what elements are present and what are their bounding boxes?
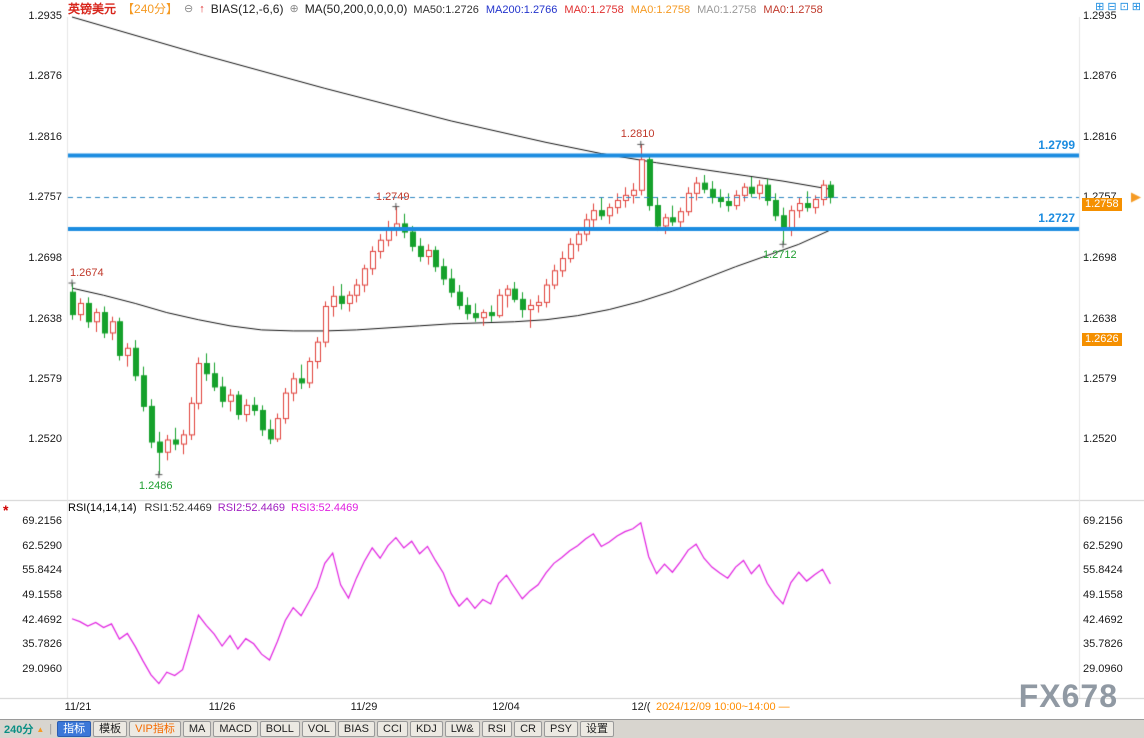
price-axis-label-right: 1.2935: [1083, 10, 1117, 22]
indicator-button-lw[interactable]: LW&: [444, 721, 480, 737]
indicator-button-ma[interactable]: MA: [182, 721, 212, 737]
toolbar-items: 指标 模板 VIP指标 MA MACD BOLL VOL BIAS CCI KDJ LW& RSI CR…: [57, 721, 615, 737]
ma-value: MA50:1.2726: [413, 3, 479, 16]
x-axis-label: 12/04: [492, 701, 520, 713]
rsi-axis-label-left: 29.0960: [22, 663, 62, 675]
bias-arrow-icon[interactable]: ↑: [199, 2, 205, 15]
price-annotation: 1.2749: [375, 190, 410, 203]
x-axis-label: 11/29: [350, 701, 378, 713]
rsi-values: RSI1:52.4469 RSI2:52.4469 RSI3:52.4469: [144, 502, 364, 514]
rsi-axis-label-left: 69.2156: [22, 515, 62, 527]
settings-button[interactable]: 设置: [580, 721, 615, 737]
indicator-button-psy[interactable]: PSY: [544, 721, 579, 737]
indicator-button-cr[interactable]: CR: [514, 721, 542, 737]
price-annotation: 1.2674: [70, 267, 104, 280]
indicator-value-badge: 1.2626: [1082, 332, 1122, 346]
collapse-icon[interactable]: ⊖: [184, 3, 194, 15]
bottom-toolbar: 240分 ▲ | 指标 模板 VIP指标 MA MACD BOLL VOL BIAS CCI KD…: [0, 719, 1144, 738]
period-label: 【240分】: [122, 2, 179, 16]
rsi-axis-label-right: 49.1558: [1083, 589, 1123, 601]
price-axis-label-left: 1.2638: [28, 312, 62, 325]
price-axis-label-right: 1.2638: [1083, 312, 1117, 325]
tile-windows-icon[interactable]: ⊞: [1095, 1, 1105, 13]
toolbar-tab-vip-indicators[interactable]: VIP指标: [129, 721, 181, 737]
price-axis-label-left: 1.2816: [28, 131, 62, 144]
indicator-button-macd[interactable]: MACD: [213, 721, 258, 737]
support-level-label: 1.2727: [1038, 211, 1075, 225]
indicator-button-boll[interactable]: BOLL: [259, 721, 300, 737]
price-axis-label-right: 1.2520: [1083, 433, 1117, 445]
current-price-badge: 1.2758: [1082, 198, 1122, 212]
indicator-button-vol[interactable]: VOL: [301, 721, 336, 737]
ma-value: MA0:1.2758: [697, 3, 757, 16]
chart-window-icon[interactable]: ⊡: [1119, 1, 1129, 13]
rsi-axis-label-right: 29.0960: [1083, 663, 1123, 675]
symbol-name: 英镑美元: [68, 2, 117, 16]
grid-window-icon[interactable]: ⊞: [1131, 1, 1141, 13]
ma-value: MA0:1.2758: [763, 3, 823, 16]
price-axis-label-left: 1.2698: [28, 251, 62, 264]
rsi-value: RSI3:52.4469: [291, 502, 359, 514]
rsi-axis-label-right: 62.5290: [1083, 539, 1123, 552]
price-annotation: 1.2810: [620, 128, 655, 141]
ma-value: MA200:1.2766: [485, 3, 558, 16]
x-axis-label: 11/26: [208, 701, 236, 713]
price-annotation: 1.2712: [763, 249, 797, 262]
x-axis-label: 12/(: [631, 701, 651, 713]
price-axis-label-right: 1.2698: [1083, 251, 1117, 264]
period-selector[interactable]: 240分: [4, 724, 34, 736]
split-window-icon[interactable]: ⊟: [1107, 1, 1117, 13]
rsi-axis-label-right: 69.2156: [1083, 515, 1123, 527]
price-axis-label-left: 1.2757: [28, 191, 62, 204]
window-layout-icons: ⊞ ⊟ ⊡ ⊞: [1095, 1, 1141, 14]
price-axis-label-right: 1.2876: [1083, 70, 1117, 83]
rsi-header: RSI(14,14,14) RSI1:52.4469 RSI2:52.4469 RS…: [68, 501, 364, 515]
ma-indicator-label: MA(50,200,0,0,0,0): [304, 1, 408, 16]
rsi-axis-label-left: 35.7826: [22, 638, 62, 651]
toolbar-separator: |: [49, 723, 53, 735]
rsi-axis-label-left: 49.1558: [22, 589, 62, 601]
rsi-label: RSI(14,14,14): [68, 502, 137, 514]
indicator-button-bias[interactable]: BIAS: [337, 721, 375, 737]
ma-values: MA50:1.2726 MA200:1.2766 MA0:1.2758 MA0:1.2…: [413, 2, 829, 16]
rsi-axis-label-left: 55.8424: [22, 564, 62, 577]
indicator-button-cci[interactable]: CCI: [377, 721, 408, 737]
bias-indicator-label: BIAS(12,-6,6): [210, 1, 284, 16]
period-up-icon[interactable]: ▲: [36, 724, 45, 734]
rsi-value: RSI1:52.4469: [144, 502, 212, 514]
rsi-value: RSI2:52.4469: [217, 502, 286, 514]
toolbar-tab-indicators[interactable]: 指标: [57, 721, 92, 737]
indicator-button-rsi[interactable]: RSI: [481, 721, 513, 737]
x-axis-label: 11/21: [64, 701, 92, 713]
indicator-button-kdj[interactable]: KDJ: [409, 721, 443, 737]
rsi-axis-label-right: 35.7826: [1083, 638, 1123, 651]
price-axis-label-left: 1.2520: [28, 433, 62, 445]
chart-header: 英镑美元 【240分】 ⊖ ↑ BIAS(12,-6,6) ⊕ MA(50,20…: [68, 1, 830, 17]
ma-value: MA0:1.2758: [564, 3, 624, 16]
resistance-level-label: 1.2799: [1038, 137, 1075, 152]
fx678-watermark: FX678: [1018, 678, 1118, 714]
ma-value: MA0:1.2758: [630, 3, 691, 16]
price-axis-label-left: 1.2935: [28, 10, 62, 22]
price-axis-label-right: 1.2579: [1083, 372, 1117, 385]
rsi-axis-label-left: 42.4692: [22, 613, 62, 626]
toolbar-tab-templates[interactable]: 模板: [93, 721, 128, 737]
ma-expand-icon[interactable]: ⊕: [289, 3, 299, 15]
rsi-axis-label-left: 62.5290: [22, 539, 62, 552]
rsi-axis-label-right: 42.4692: [1083, 613, 1123, 626]
price-axis-label-left: 1.2876: [28, 70, 62, 83]
price-annotation: 1.2486: [138, 479, 173, 492]
rsi-indicator-icon[interactable]: *: [3, 502, 9, 518]
price-axis-label-right: 1.2816: [1083, 131, 1117, 144]
crosshair-tooltip: 2024/12/09 10:00~14:00 —: [656, 701, 790, 713]
price-axis-label-left: 1.2579: [28, 372, 62, 385]
rsi-axis-label-right: 55.8424: [1083, 564, 1123, 577]
